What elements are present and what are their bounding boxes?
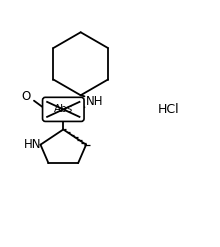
Text: Abs: Abs [54,104,73,114]
FancyBboxPatch shape [42,97,84,122]
Text: O: O [22,90,31,103]
Text: HCl: HCl [158,103,180,116]
Text: NH: NH [86,95,103,108]
Text: HN: HN [24,138,42,151]
